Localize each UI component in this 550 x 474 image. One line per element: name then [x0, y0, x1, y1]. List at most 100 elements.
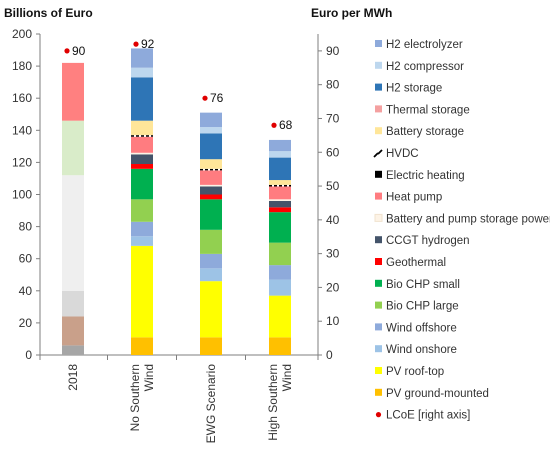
- bar-segment-heat-pump: [269, 186, 291, 200]
- legend-swatch-ccgt-hydrogen: [375, 236, 382, 244]
- bar-segment-h2-compressor: [269, 151, 291, 158]
- lcoe-point-label: 90: [72, 44, 86, 58]
- bar-segment-geothermal: [131, 164, 153, 169]
- legend-label-thermal-storage: Thermal storage: [386, 104, 470, 116]
- bar-segment-pv-ground-mounted: [131, 337, 153, 355]
- left-tick-label: 100: [12, 188, 32, 202]
- legend-swatch-h2-electrolyzer: [375, 40, 382, 47]
- bar-segment-pv-roof-top: [200, 281, 222, 338]
- bar-segment-pv-roof-top: [269, 295, 291, 338]
- lcoe-point: [202, 95, 208, 101]
- bar-segment-wind-onshore: [269, 279, 291, 296]
- left-tick-label: 200: [12, 27, 32, 41]
- bar-segment-bio-chp-small: [131, 168, 153, 200]
- legend-swatch-battery-storage: [375, 127, 382, 135]
- legend-label-hvdc: HVDC: [386, 148, 419, 160]
- bars: [62, 48, 291, 355]
- legend-swatch-hvdc: [373, 149, 383, 158]
- axes: 0 20 40 60 80 100 120 140 160 180 200 0 10 20 30 40 50 60…: [12, 27, 340, 362]
- category-label: Wind: [142, 364, 156, 391]
- legend-label-bio-chp-large: Bio CHP large: [386, 301, 459, 313]
- bar-segment-h2-compressor: [200, 127, 222, 134]
- right-tick-label: 30: [326, 247, 340, 261]
- bar-segment-ccgt-hydrogen: [200, 186, 222, 195]
- category-label: EWG Scenario: [204, 364, 218, 444]
- legend-swatch-battery-and-pump-storage-power: [374, 213, 383, 222]
- bar-segment-h2-electrolyzer: [269, 139, 291, 152]
- legend: H2 electrolyzer H2 compressor H2 storage Th…: [373, 39, 550, 422]
- category-labels: 2018 No Southern Wind EWG Scenario High Sout…: [66, 364, 294, 444]
- right-tick-label: 50: [326, 179, 340, 193]
- lcoe-points: 90 92 76 68: [64, 37, 293, 132]
- bar-segment-2018: [62, 62, 84, 121]
- right-tick-label: 40: [326, 213, 340, 227]
- category-label: No Southern: [128, 364, 142, 431]
- left-tick-label: 0: [25, 348, 32, 362]
- lcoe-point: [271, 122, 277, 128]
- bar-segment-2018: [62, 290, 84, 317]
- legend-label-wind-onshore: Wind onshore: [386, 344, 457, 356]
- legend-swatch-pv-roof-top: [375, 367, 382, 374]
- bar-segment-2018: [62, 175, 84, 291]
- lcoe-point-label: 68: [279, 118, 293, 132]
- legend-label-h2-compressor: H2 compressor: [386, 61, 464, 73]
- left-tick-label: 140: [12, 123, 32, 137]
- legend-swatch-pv-ground-mounted: [375, 388, 382, 396]
- left-tick-label: 40: [19, 284, 33, 298]
- legend-label-battery-storage: Battery storage: [386, 126, 464, 138]
- left-tick-label: 60: [19, 252, 33, 266]
- left-tick-label: 160: [12, 91, 32, 105]
- legend-swatch-h2-storage: [375, 83, 382, 91]
- right-tick-label: 0: [326, 348, 333, 362]
- legend-label-pv-roof-top: PV roof-top: [386, 366, 444, 378]
- bar-segment-h2-compressor: [131, 67, 153, 78]
- left-tick-label: 120: [12, 155, 32, 169]
- bar-segment-bio-chp-small: [269, 212, 291, 243]
- lcoe-point-label: 76: [210, 91, 224, 105]
- bar-segment-heat-pump: [131, 136, 153, 153]
- bar-segment-battery-storage: [131, 120, 153, 136]
- left-tick-label: 180: [12, 59, 32, 73]
- bar-segment-ccgt-hydrogen: [269, 200, 291, 208]
- right-axis-title: Euro per MWh: [311, 6, 392, 20]
- right-tick-label: 20: [326, 280, 340, 294]
- category-label: High Southern: [266, 364, 280, 441]
- legend-label-lcoe: LCoE [right axis]: [386, 410, 470, 422]
- bar-segment-2018: [62, 120, 84, 176]
- legend-label-geothermal: Geothermal: [386, 257, 446, 269]
- legend-swatch-bio-chp-small: [375, 279, 382, 287]
- legend-swatch-thermal-storage: [375, 105, 382, 113]
- legend-swatch-lcoe: [375, 412, 382, 418]
- bar-segment-2018: [62, 316, 84, 346]
- right-tick-label: 70: [326, 111, 340, 125]
- legend-swatch-h2-compressor: [375, 61, 382, 69]
- bar-segment-wind-offshore: [269, 265, 291, 280]
- bar-segment-battery-and-pump-storage-power: [200, 184, 222, 187]
- bar-segment-battery-and-pump-storage-power: [131, 152, 153, 155]
- bar-segment-battery-storage: [269, 180, 291, 185]
- category-label: 2018: [66, 364, 80, 391]
- legend-swatch-geothermal: [375, 258, 382, 265]
- bar-segment-bio-chp-large: [269, 242, 291, 266]
- legend-label-h2-storage: H2 storage: [386, 83, 442, 95]
- legend-label-wind-offshore: Wind offshore: [386, 322, 457, 334]
- lcoe-point-label: 92: [141, 37, 155, 51]
- bar-segment-pv-ground-mounted: [200, 337, 222, 355]
- lcoe-point: [133, 41, 139, 47]
- bar-segment-battery-storage: [200, 159, 222, 169]
- bar-segment-wind-onshore: [200, 268, 222, 282]
- legend-label-electric-heating: Electric heating: [386, 170, 465, 182]
- legend-swatch-wind-offshore: [375, 323, 382, 331]
- legend-label-pv-ground-mounted: PV ground-mounted: [386, 388, 489, 400]
- left-axis-title: Billions of Euro: [4, 6, 93, 20]
- legend-label-bio-chp-small: Bio CHP small: [386, 279, 460, 291]
- bar-segment-pv-ground-mounted: [269, 337, 291, 355]
- legend-label-heat-pump: Heat pump: [386, 192, 442, 204]
- legend-swatch-bio-chp-large: [375, 301, 382, 309]
- bar-segment-h2-storage: [200, 133, 222, 160]
- legend-swatch-wind-onshore: [375, 345, 382, 353]
- lcoe-point: [64, 48, 70, 54]
- right-tick-label: 10: [326, 314, 340, 328]
